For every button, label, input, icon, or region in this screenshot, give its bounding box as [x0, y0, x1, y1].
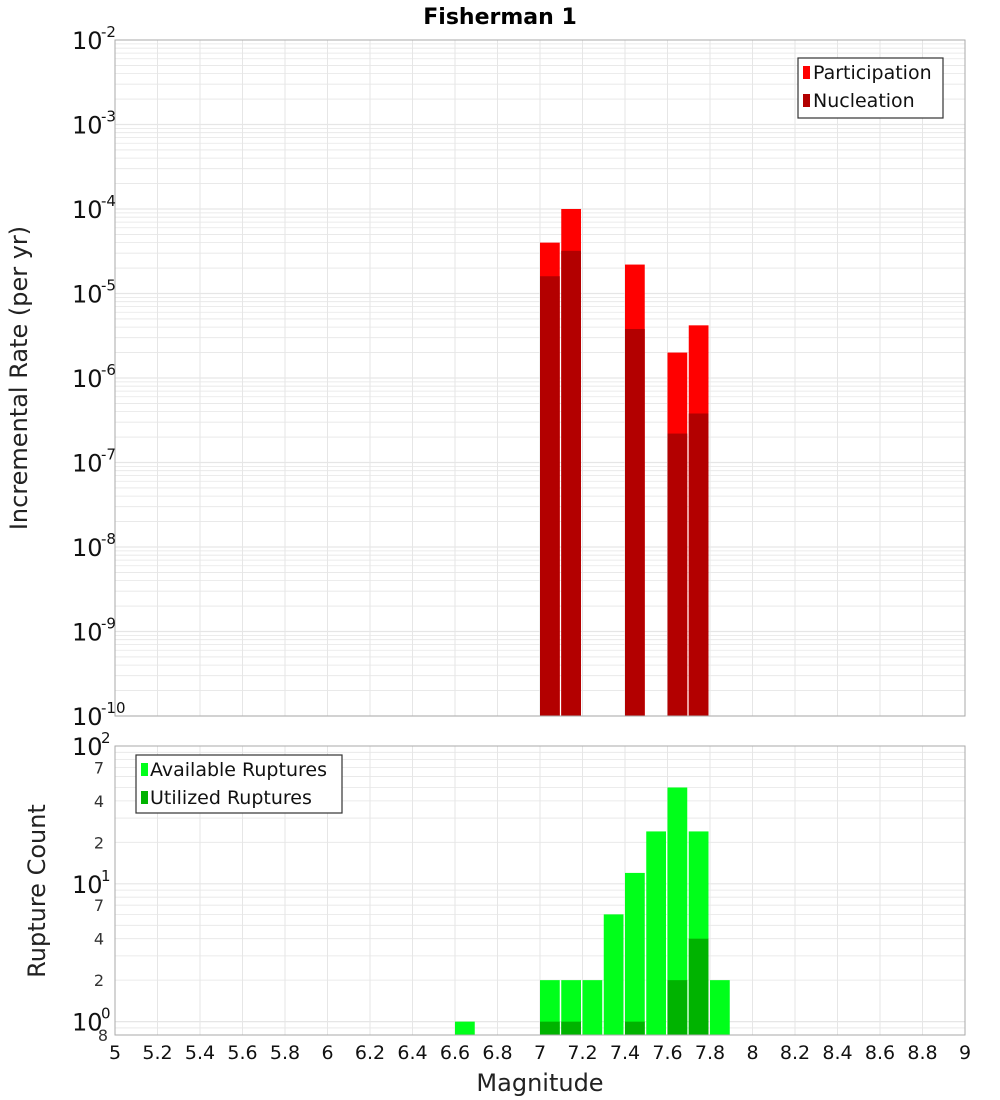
bar-nucleation [667, 433, 688, 716]
bar-available-ruptures [603, 914, 624, 1035]
bottom-bars [455, 787, 730, 1035]
legend-label-available: Available Ruptures [150, 759, 327, 781]
bottom-legend: Available Ruptures Utilized Ruptures [135, 754, 343, 814]
x-axis-label: Magnitude [476, 1069, 603, 1097]
legend-label-utilized: Utilized Ruptures [150, 787, 312, 809]
top-y-tick-labels: 10-210-310-410-510-610-710-810-910-10 [72, 23, 126, 731]
top-y-axis-label: Incremental Rate (per yr) [5, 226, 33, 530]
bottom-legend-box [135, 754, 343, 814]
legend-swatch-nucleation [803, 94, 810, 107]
x-tick-label: 6 [321, 1042, 333, 1064]
top-y-tick-label: 10 [72, 27, 103, 55]
x-tick-label: 6.6 [440, 1042, 470, 1064]
top-plot: 10-210-310-410-510-610-710-810-910-10 In… [5, 23, 966, 731]
x-tick-label: 8.4 [822, 1042, 852, 1064]
bottom-y-minor-tick-label: 8 [98, 1026, 108, 1045]
top-y-tick-label: 10 [72, 281, 103, 309]
top-y-tick-exponent: -5 [101, 277, 116, 295]
x-tick-label: 7.6 [652, 1042, 682, 1064]
x-tick-label: 5.6 [227, 1042, 257, 1064]
x-tick-label: 9 [959, 1042, 971, 1064]
bottom-y-axis-label: Rupture Count [23, 804, 51, 978]
bar-nucleation [561, 250, 581, 716]
bar-available-ruptures [710, 980, 730, 1035]
legend-label-participation: Participation [813, 62, 932, 84]
x-tick-label: 7 [534, 1042, 546, 1064]
x-tick-label: 5 [109, 1042, 121, 1064]
bottom-y-minor-tick-label: 2 [94, 971, 104, 990]
bar-nucleation [625, 329, 645, 716]
top-y-tick-exponent: -4 [101, 192, 116, 210]
bar-available-ruptures [625, 872, 645, 1035]
bottom-plot-frame [114, 745, 966, 1036]
bottom-y-minor-tick-label: 2 [94, 833, 104, 852]
x-tick-label: 7.4 [610, 1042, 640, 1064]
bar-available-ruptures [646, 831, 666, 1035]
bottom-y-minor-tick-label: 7 [94, 896, 104, 915]
top-y-tick-exponent: -2 [101, 23, 116, 41]
bar-utilized-ruptures [688, 938, 709, 1035]
legend-swatch-utilized [141, 791, 148, 804]
bar-nucleation [540, 276, 560, 716]
bar-available-ruptures [540, 980, 560, 1035]
x-tick-label: 5.2 [142, 1042, 172, 1064]
bar-available-ruptures [582, 980, 603, 1035]
bar-available-ruptures [561, 980, 581, 1035]
top-y-tick-label: 10 [72, 112, 103, 140]
top-legend: Participation Nucleation [797, 57, 944, 119]
bottom-y-minor-tick-label: 7 [94, 758, 104, 777]
bar-available-ruptures [667, 787, 688, 1035]
top-y-tick-exponent: -8 [101, 530, 116, 548]
top-y-tick-label: 10 [72, 365, 103, 393]
top-y-tick-label: 10 [72, 196, 103, 224]
top-legend-box [797, 57, 944, 119]
bottom-y-minor-tick-label: 4 [94, 792, 104, 811]
bar-nucleation [688, 413, 709, 716]
x-tick-label: 8 [746, 1042, 758, 1064]
top-y-tick-exponent: -6 [101, 361, 116, 379]
top-y-tick-exponent: -3 [101, 108, 116, 126]
chart-title: Fisherman 1 [423, 5, 577, 30]
bar-available-ruptures [455, 1021, 475, 1035]
bottom-y-tick-exponent: 0 [101, 1005, 111, 1023]
bottom-y-tick-label: 10 [72, 733, 103, 761]
bar-utilized-ruptures [540, 1021, 560, 1035]
bar-utilized-ruptures [561, 1021, 581, 1035]
x-tick-label: 6.4 [397, 1042, 427, 1064]
x-tick-label: 5.8 [270, 1042, 300, 1064]
top-y-tick-exponent: -7 [101, 446, 116, 464]
x-tick-label: 6.8 [482, 1042, 512, 1064]
top-bars [540, 209, 709, 717]
top-plot-frame [114, 39, 966, 717]
top-y-tick-label: 10 [72, 534, 103, 562]
legend-swatch-participation [803, 66, 810, 79]
x-tick-label: 8.6 [865, 1042, 895, 1064]
x-tick-label: 7.2 [567, 1042, 597, 1064]
bottom-y-minor-tick-label: 4 [94, 930, 104, 949]
bottom-y-tick-exponent: 1 [101, 867, 111, 885]
x-tick-label: 8.8 [907, 1042, 937, 1064]
bottom-y-tick-label: 10 [72, 871, 103, 899]
x-tick-label: 8.2 [780, 1042, 810, 1064]
top-y-tick-exponent: -9 [101, 615, 116, 633]
legend-label-nucleation: Nucleation [813, 90, 915, 112]
top-y-tick-label: 10 [72, 703, 103, 731]
x-tick-label: 7.8 [695, 1042, 725, 1064]
top-y-tick-label: 10 [72, 619, 103, 647]
x-tick-label: 5.4 [185, 1042, 215, 1064]
top-y-tick-exponent: -10 [101, 699, 126, 717]
x-tick-label: 6.2 [355, 1042, 385, 1064]
bottom-y-tick-label: 10 [72, 1009, 103, 1037]
legend-swatch-available [141, 763, 148, 776]
bar-utilized-ruptures [667, 980, 688, 1035]
x-tick-labels: 5 5.2 5.4 5.6 5.8 6 6.2 6.4 6.6 6.8 7 7.2 7.4 7.6 7.8 8… [109, 1042, 971, 1064]
bottom-y-tick-exponent: 2 [101, 729, 111, 747]
bar-utilized-ruptures [625, 1021, 645, 1035]
top-y-tick-label: 10 [72, 450, 103, 478]
